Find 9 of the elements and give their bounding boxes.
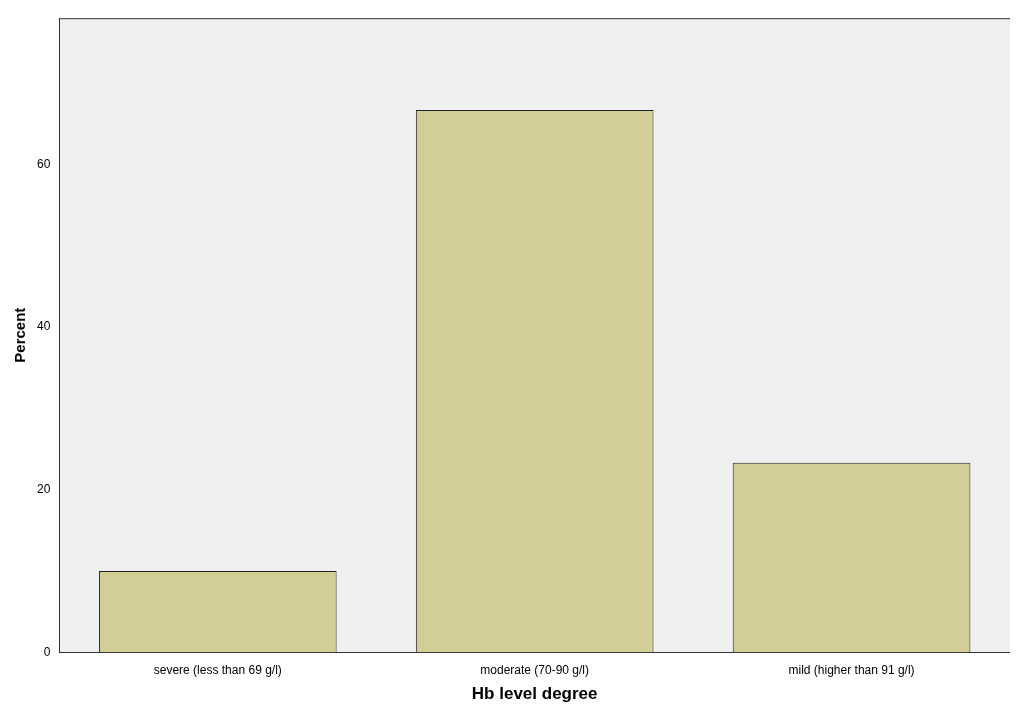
y-tick-label: 40 xyxy=(36,319,51,334)
y-tick-label: 0 xyxy=(43,644,51,659)
y-axis-title: Percent xyxy=(11,307,29,363)
x-tick-label: severe (less than 69 g/l) xyxy=(153,662,282,677)
x-tick-label: moderate (70-90 g/l) xyxy=(480,662,590,677)
x-tick-label: mild (higher than 91 g/l) xyxy=(788,662,915,677)
y-tick-label: 20 xyxy=(36,481,51,496)
x-axis-title: Hb level degree xyxy=(471,684,598,704)
y-tick-label: 60 xyxy=(36,156,51,171)
